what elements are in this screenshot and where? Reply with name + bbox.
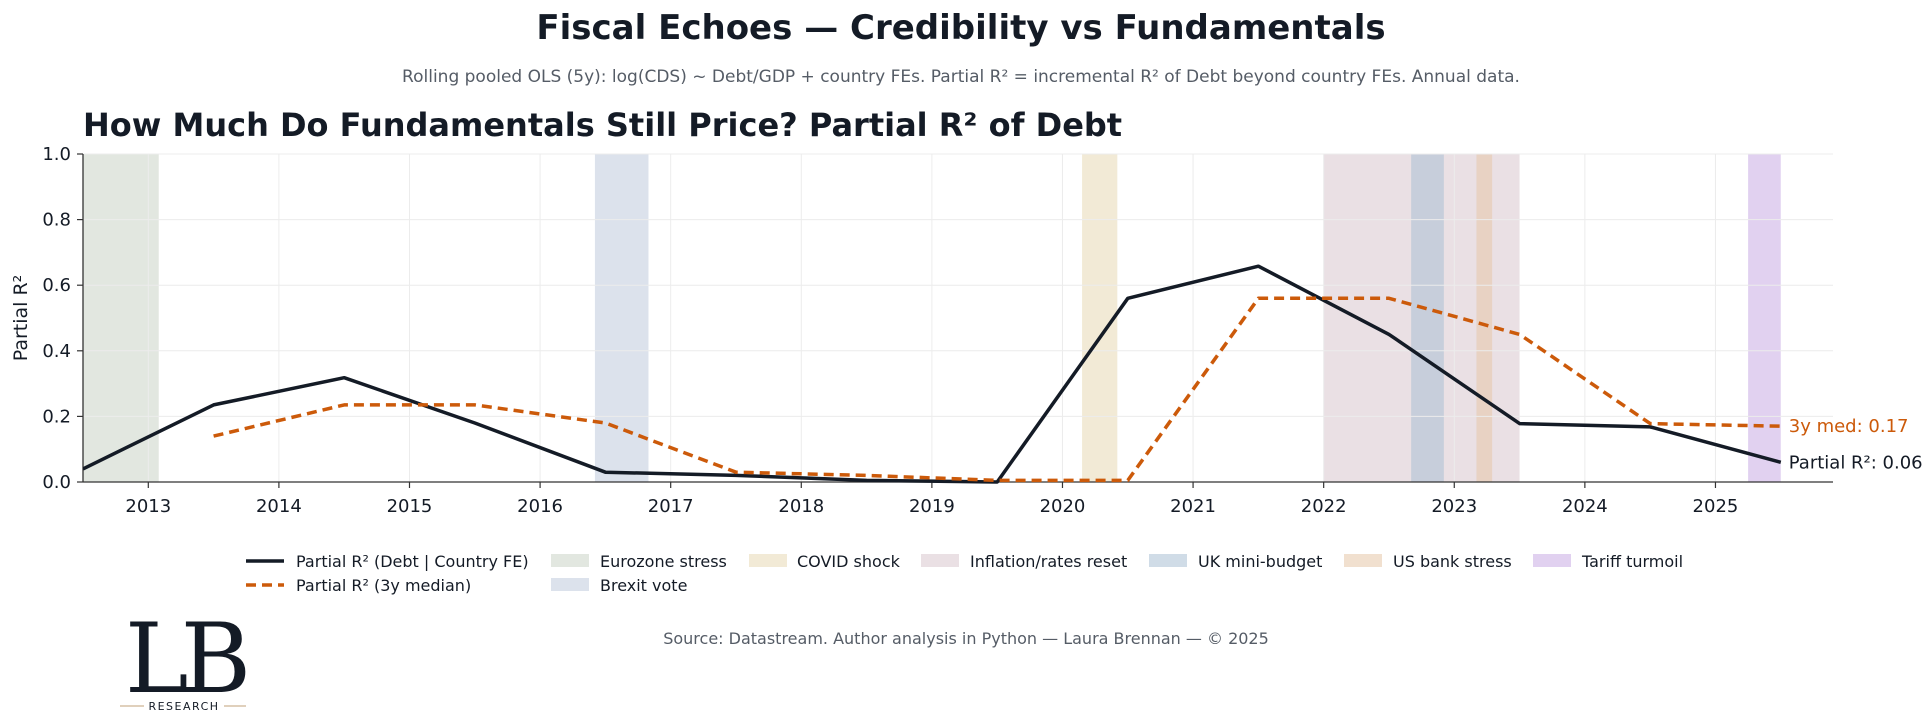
x-tick-label-2017: 2017 [648, 496, 694, 517]
axes [82, 154, 1833, 483]
annotations: 3y med: 0.17 Partial R²: 0.06 [1789, 416, 1923, 473]
legend-swatch-covid [749, 554, 787, 567]
chart-title: How Much Do Fundamentals Still Price? Pa… [83, 106, 1122, 144]
legend-label-covid: COVID shock [797, 552, 901, 571]
lb-research-logo: LB RESEARCH [120, 603, 254, 715]
x-tick-label-2023: 2023 [1431, 496, 1477, 517]
x-tick-label-2025: 2025 [1693, 496, 1739, 517]
y-axis-label: Partial R² [10, 275, 32, 362]
x-tick-label-2013: 2013 [125, 496, 171, 517]
series-line-partial-r-3y-median [213, 296, 1781, 483]
legend-swatch-uk-minibudget [1149, 554, 1187, 567]
shade-brexit-vote [594, 154, 649, 482]
annotation-median-last: 3y med: 0.17 [1789, 416, 1909, 437]
legend-swatch-eurozone [551, 554, 589, 567]
source-note: Source: Datastream. Author analysis in P… [663, 629, 1269, 648]
x-tick-label-2019: 2019 [909, 496, 955, 517]
shade-us-bank-stress [1476, 154, 1493, 482]
shade-eurozone-stress [83, 154, 159, 482]
shade-uk-mini-budget [1411, 154, 1444, 482]
legend-label-brexit: Brexit vote [600, 576, 687, 595]
legend-label-tariff: Tariff turmoil [1581, 552, 1683, 571]
x-tick-label-2014: 2014 [256, 496, 302, 517]
x-tick-label-2016: 2016 [517, 496, 563, 517]
legend-swatch-brexit [551, 578, 589, 591]
y-tick-label-4: 0.8 [42, 210, 71, 231]
shaded-periods [83, 154, 1781, 482]
logo-letters: LB [125, 603, 246, 715]
annotation-partial-last: Partial R²: 0.06 [1789, 452, 1923, 473]
x-tick-label-2021: 2021 [1170, 496, 1216, 517]
x-tick-label-2020: 2020 [1040, 496, 1086, 517]
y-tick-label-2: 0.4 [42, 341, 71, 362]
legend-label-partial-r2: Partial R² (Debt | Country FE) [296, 552, 529, 571]
tick-labels: 2013 2014 2015 2016 2017 2018 2019 2020 2021 2022… [42, 144, 1738, 517]
x-tick-label-2022: 2022 [1301, 496, 1347, 517]
x-tick-label-2015: 2015 [387, 496, 433, 517]
grid [83, 153, 1833, 483]
series [83, 264, 1782, 484]
y-tick-label-0: 0.0 [42, 472, 71, 493]
legend-label-uk-minibudget: UK mini-budget [1198, 552, 1322, 571]
y-tick-label-3: 0.6 [42, 275, 71, 296]
y-tick-label-1: 0.2 [42, 406, 71, 427]
legend-label-median: Partial R² (3y median) [296, 576, 471, 595]
legend-label-inflation: Inflation/rates reset [970, 552, 1127, 571]
y-tick-label-5: 1.0 [42, 144, 71, 165]
x-tick-label-2024: 2024 [1562, 496, 1608, 517]
legend-swatch-tariff [1533, 554, 1571, 567]
figure-title: Fiscal Echoes — Credibility vs Fundament… [536, 8, 1385, 48]
figure-subtitle: Rolling pooled OLS (5y): log(CDS) ~ Debt… [402, 67, 1520, 87]
series-line-partial-r-debt-country-fe [83, 264, 1782, 484]
legend-swatch-inflation [921, 554, 959, 567]
legend-swatch-us-bank [1344, 554, 1382, 567]
legend: Partial R² (Debt | Country FE) Partial R… [246, 552, 1683, 595]
legend-label-us-bank: US bank stress [1393, 552, 1512, 571]
legend-label-eurozone: Eurozone stress [600, 552, 727, 571]
logo-tagline: RESEARCH [148, 700, 219, 713]
shade-covid-shock [1082, 154, 1118, 482]
x-tick-label-2018: 2018 [778, 496, 824, 517]
shade-tariff-turmoil [1748, 154, 1781, 482]
